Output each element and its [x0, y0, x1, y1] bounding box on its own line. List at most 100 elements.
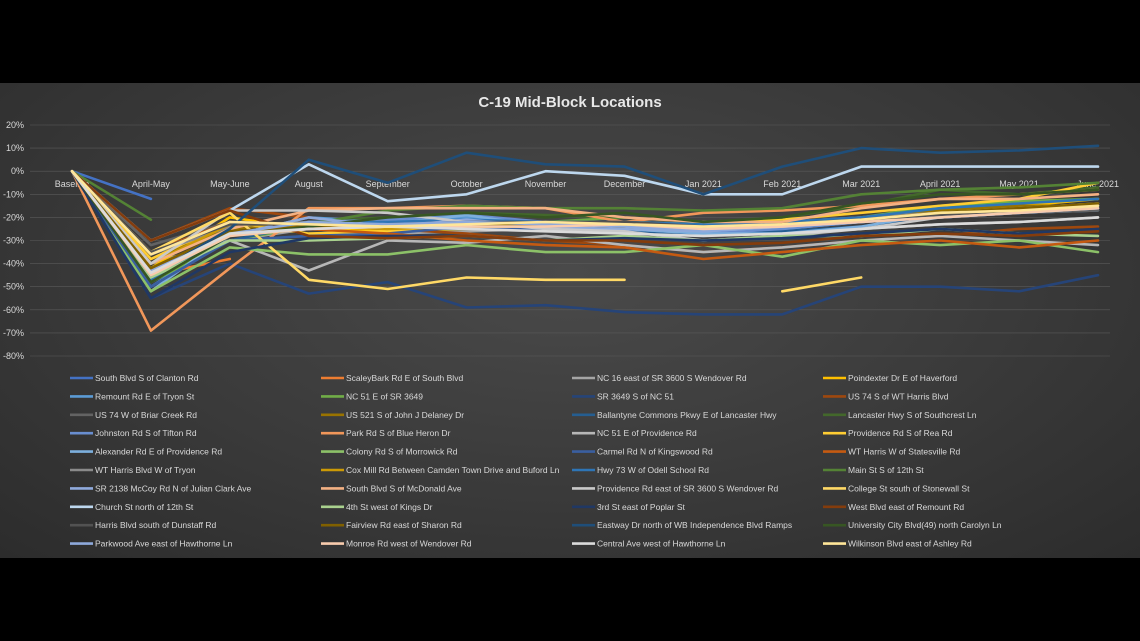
legend-item: WT Harris W of Statesville Rd [823, 447, 961, 457]
legend-label: Lancaster Hwy S of Southcrest Ln [848, 410, 977, 420]
legend-item: Lancaster Hwy S of Southcrest Ln [823, 410, 977, 420]
x-tick-label: December [604, 179, 646, 189]
series-line [70, 169, 1100, 247]
legend-item: SR 2138 McCoy Rd N of Julian Clark Ave [70, 483, 251, 493]
x-tick-label: Feb 2021 [763, 179, 801, 189]
series-line [70, 169, 1100, 265]
y-axis: 20% 10% 0% -10% -20% -30% -40% -50% -60% -70% -80% [3, 120, 24, 361]
legend-item: Johnston Rd S of Tifton Rd [70, 428, 197, 438]
x-tick-label: Baseline [55, 179, 90, 189]
legend-item: College St south of Stonewall St [823, 483, 970, 493]
legend-label: Alexander Rd E of Providence Rd [95, 447, 222, 457]
legend-item: US 521 S of John J Delaney Dr [321, 410, 464, 420]
series-line [70, 169, 1100, 277]
legend-item: South Blvd S of Clanton Rd [70, 373, 199, 383]
y-tick-label: -20% [3, 212, 24, 222]
series-lines [70, 144, 1100, 332]
x-tick-label: Jan 2021 [685, 179, 722, 189]
legend-item: NC 16 east of SR 3600 S Wendover Rd [572, 373, 747, 383]
series-line [780, 276, 863, 293]
x-tick-label: October [451, 179, 483, 189]
legend-label: WT Harris Blvd W of Tryon [95, 465, 196, 475]
y-tick-label: -50% [3, 282, 24, 292]
y-tick-label: -10% [3, 189, 24, 199]
legend-item: Fairview Rd east of Sharon Rd [321, 520, 462, 530]
legend-label: Remount Rd E of Tryon St [95, 391, 195, 401]
legend-item: South Blvd S of McDonald Ave [321, 483, 462, 493]
legend-label: Wilkinson Blvd east of Ashley Rd [848, 539, 972, 549]
legend-item: SR 3649 S of NC 51 [572, 391, 674, 401]
legend-label: Central Ave west of Hawthorne Ln [597, 539, 726, 549]
legend-label: College St south of Stonewall St [848, 483, 970, 493]
legend-item: Harris Blvd south of Dunstaff Rd [70, 520, 217, 530]
legend-item: Main St S of 12th St [823, 465, 924, 475]
legend-item: WT Harris Blvd W of Tryon [70, 465, 196, 475]
legend-label: Parkwood Ave east of Hawthorne Ln [95, 539, 233, 549]
legend-label: Church St north of 12th St [95, 502, 194, 512]
legend-label: SR 2138 McCoy Rd N of Julian Clark Ave [95, 483, 251, 493]
legend-item: West Blvd east of Remount Rd [823, 502, 964, 512]
chart: C-19 Mid-Block Locations 20% 10% 0% -10% -20… [3, 94, 1119, 549]
legend-item: Cox Mill Rd Between Camden Town Drive an… [321, 465, 560, 475]
legend-label: University City Blvd(49) north Carolyn L… [848, 520, 1002, 530]
legend-item: Ballantyne Commons Pkwy E of Lancaster H… [572, 410, 777, 420]
legend-label: Providence Rd east of SR 3600 S Wendover… [597, 483, 779, 493]
x-tick-label: Mar 2021 [842, 179, 880, 189]
legend-label: West Blvd east of Remount Rd [848, 502, 964, 512]
legend-label: Carmel Rd N of Kingswood Rd [597, 447, 713, 457]
legend-label: US 521 S of John J Delaney Dr [346, 410, 464, 420]
legend-label: 3rd St east of Poplar St [597, 502, 686, 512]
legend-label: Cox Mill Rd Between Camden Town Drive an… [346, 465, 560, 475]
x-tick-label: April-May [132, 179, 171, 189]
series-line [70, 169, 153, 201]
legend-label: South Blvd S of McDonald Ave [346, 483, 462, 493]
legend-label: Providence Rd S of Rea Rd [848, 428, 953, 438]
series-line [70, 169, 1100, 316]
x-tick-label: May 2021 [999, 179, 1039, 189]
series-line [70, 169, 153, 221]
legend: South Blvd S of Clanton Rd ScaleyBark Rd … [70, 373, 1002, 549]
series-line [70, 169, 1100, 256]
legend-label: Poindexter Dr E of Haverford [848, 373, 957, 383]
x-tick-label: August [295, 179, 324, 189]
y-tick-label: -60% [3, 305, 24, 315]
legend-item: Providence Rd east of SR 3600 S Wendover… [572, 483, 779, 493]
legend-item: Church St north of 12th St [70, 502, 194, 512]
legend-item: Monroe Rd west of Wendover Rd [321, 539, 472, 549]
legend-label: NC 51 E of SR 3649 [346, 391, 423, 401]
legend-label: Ballantyne Commons Pkwy E of Lancaster H… [597, 410, 777, 420]
legend-item: 4th St west of Kings Dr [321, 502, 433, 512]
x-tick-label: November [525, 179, 567, 189]
y-tick-label: -80% [3, 351, 24, 361]
legend-item: US 74 S of WT Harris Blvd [823, 391, 949, 401]
legend-label: WT Harris W of Statesville Rd [848, 447, 961, 457]
legend-item: Carmel Rd N of Kingswood Rd [572, 447, 713, 457]
y-tick-label: 0% [11, 166, 24, 176]
series-line [70, 169, 626, 291]
chart-panel: C-19 Mid-Block Locations 20% 10% 0% -10% -20… [0, 83, 1140, 558]
legend-item: Alexander Rd E of Providence Rd [70, 447, 222, 457]
legend-label: NC 51 E of Providence Rd [597, 428, 697, 438]
legend-label: SR 3649 S of NC 51 [597, 391, 674, 401]
legend-label: ScaleyBark Rd E of South Blvd [346, 373, 463, 383]
legend-item: Parkwood Ave east of Hawthorne Ln [70, 539, 233, 549]
legend-item: Central Ave west of Hawthorne Ln [572, 539, 726, 549]
legend-label: US 74 W of Briar Creek Rd [95, 410, 197, 420]
y-tick-label: -40% [3, 259, 24, 269]
chart-title: C-19 Mid-Block Locations [478, 94, 661, 111]
legend-item: Eastway Dr north of WB Independence Blvd… [572, 520, 792, 530]
legend-item: Remount Rd E of Tryon St [70, 391, 195, 401]
y-tick-label: -70% [3, 328, 24, 338]
legend-label: 4th St west of Kings Dr [346, 502, 433, 512]
legend-label: Fairview Rd east of Sharon Rd [346, 520, 462, 530]
series-line [70, 163, 1100, 242]
legend-label: US 74 S of WT Harris Blvd [848, 391, 949, 401]
x-tick-label: September [366, 179, 410, 189]
legend-item: NC 51 E of Providence Rd [572, 428, 697, 438]
legend-item: University City Blvd(49) north Carolyn L… [823, 520, 1002, 530]
legend-label: Johnston Rd S of Tifton Rd [95, 428, 197, 438]
x-tick-label: April 2021 [920, 179, 961, 189]
legend-item: Wilkinson Blvd east of Ashley Rd [823, 539, 972, 549]
legend-item: US 74 W of Briar Creek Rd [70, 410, 197, 420]
